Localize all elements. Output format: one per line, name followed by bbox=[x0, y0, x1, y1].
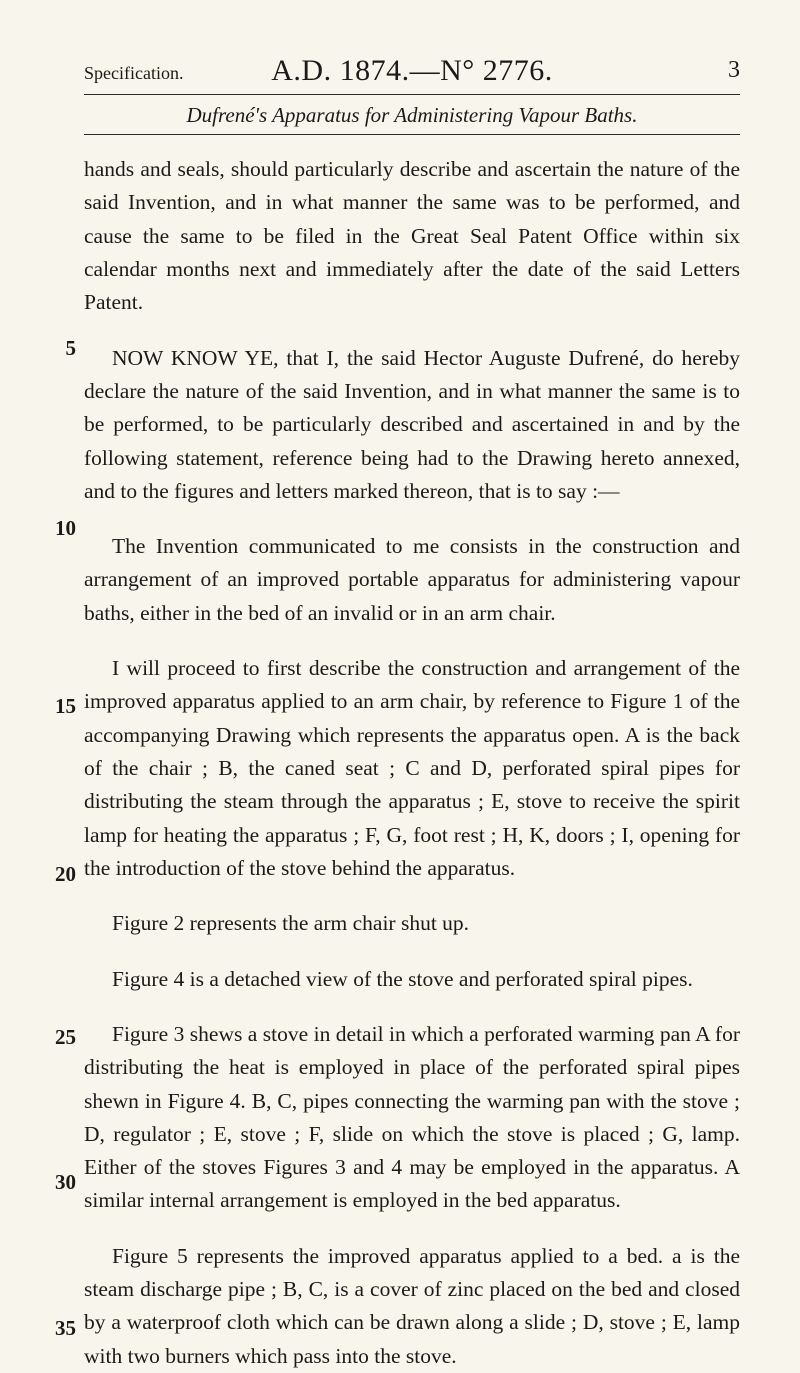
body-text: hands and seals, should particularly des… bbox=[84, 153, 740, 1373]
line-number-35: 35 bbox=[44, 1316, 76, 1341]
line-number-30: 30 bbox=[44, 1170, 76, 1195]
paragraph-2: NOW KNOW YE, that I, the said Hector Aug… bbox=[84, 342, 740, 509]
line-number-20: 20 bbox=[44, 862, 76, 887]
divider-under-subtitle bbox=[84, 134, 740, 135]
paragraph-1: hands and seals, should particularly des… bbox=[84, 153, 740, 320]
paragraph-8: Figure 5 represents the improved apparat… bbox=[84, 1240, 740, 1373]
specification-label: Specification. bbox=[84, 63, 183, 84]
header-row: Specification. A.D. 1874.—N° 2776. 3 bbox=[84, 48, 740, 88]
paragraph-4: I will proceed to first describe the con… bbox=[84, 652, 740, 885]
line-number-15: 15 bbox=[44, 694, 76, 719]
page: 5 10 15 20 25 30 35 Specification. A.D. … bbox=[0, 0, 800, 1364]
paragraph-6: Figure 4 is a detached view of the stove… bbox=[84, 963, 740, 996]
subtitle: Dufrené's Apparatus for Administering Va… bbox=[84, 103, 740, 128]
paragraph-3: The Invention communicated to me consist… bbox=[84, 530, 740, 630]
line-number-25: 25 bbox=[44, 1025, 76, 1050]
paragraph-7: Figure 3 shews a stove in detail in whic… bbox=[84, 1018, 740, 1218]
paragraph-5: Figure 2 represents the arm chair shut u… bbox=[84, 907, 740, 940]
page-number: 3 bbox=[728, 57, 740, 84]
line-number-5: 5 bbox=[44, 336, 76, 361]
divider-top bbox=[84, 94, 740, 95]
line-number-10: 10 bbox=[44, 516, 76, 541]
document-title: A.D. 1874.—N° 2776. bbox=[271, 54, 553, 88]
